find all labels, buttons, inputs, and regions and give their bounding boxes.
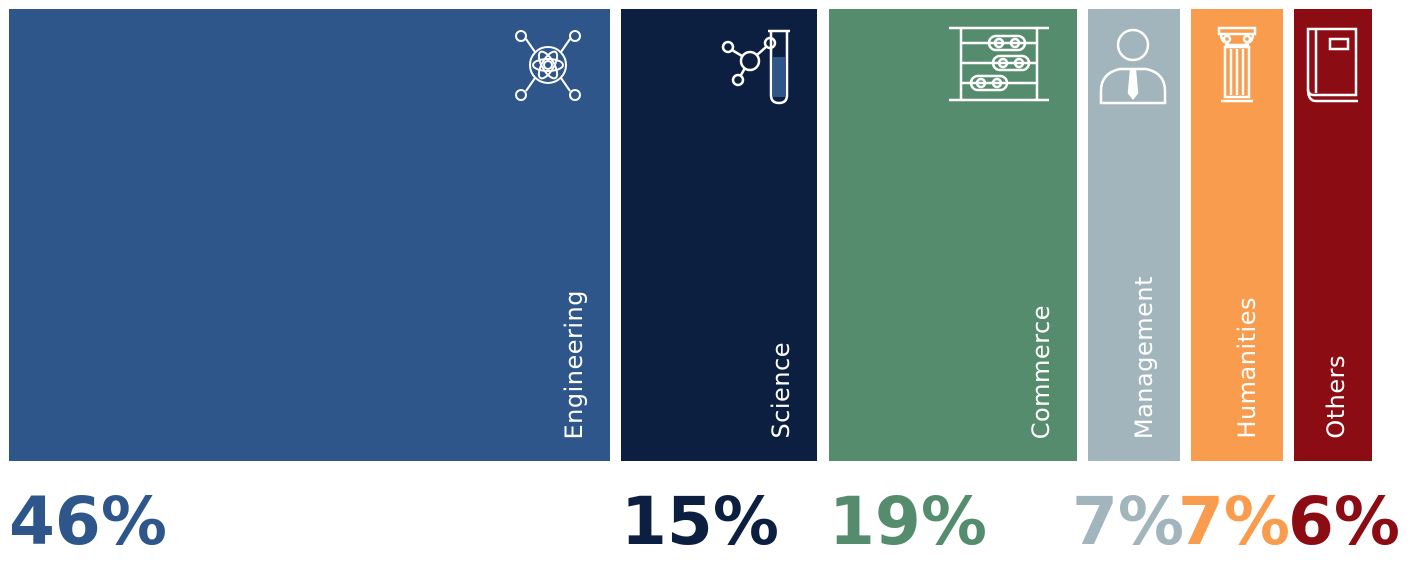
book-icon (1304, 25, 1360, 109)
value-label: 7% (1072, 483, 1185, 560)
segment-management: Management (1088, 9, 1180, 461)
category-label: Others (1322, 355, 1350, 439)
value-label: 19% (829, 483, 987, 560)
molecule-test-tube-icon (720, 25, 795, 109)
manager-person-icon (1098, 25, 1168, 109)
abacus-icon (949, 25, 1049, 109)
segment-science: Science (621, 9, 817, 461)
atom-network-icon (508, 25, 588, 109)
value-label: 7% (1178, 483, 1291, 560)
segment-humanities: Humanities (1191, 9, 1283, 461)
value-label: 46% (9, 483, 167, 560)
category-label: Engineering (560, 289, 588, 440)
proportional-bar-chart: Engineering Science (9, 9, 1400, 560)
value-label: 15% (621, 483, 779, 560)
category-label: Commerce (1027, 304, 1055, 439)
category-label: Humanities (1233, 297, 1261, 439)
value-label: 6% (1288, 483, 1401, 560)
pillar-icon (1217, 25, 1257, 109)
category-label: Management (1130, 275, 1158, 439)
segment-commerce: Commerce (829, 9, 1077, 461)
segment-engineering: Engineering (9, 9, 610, 461)
segment-others: Others (1294, 9, 1372, 461)
category-label: Science (767, 342, 795, 439)
